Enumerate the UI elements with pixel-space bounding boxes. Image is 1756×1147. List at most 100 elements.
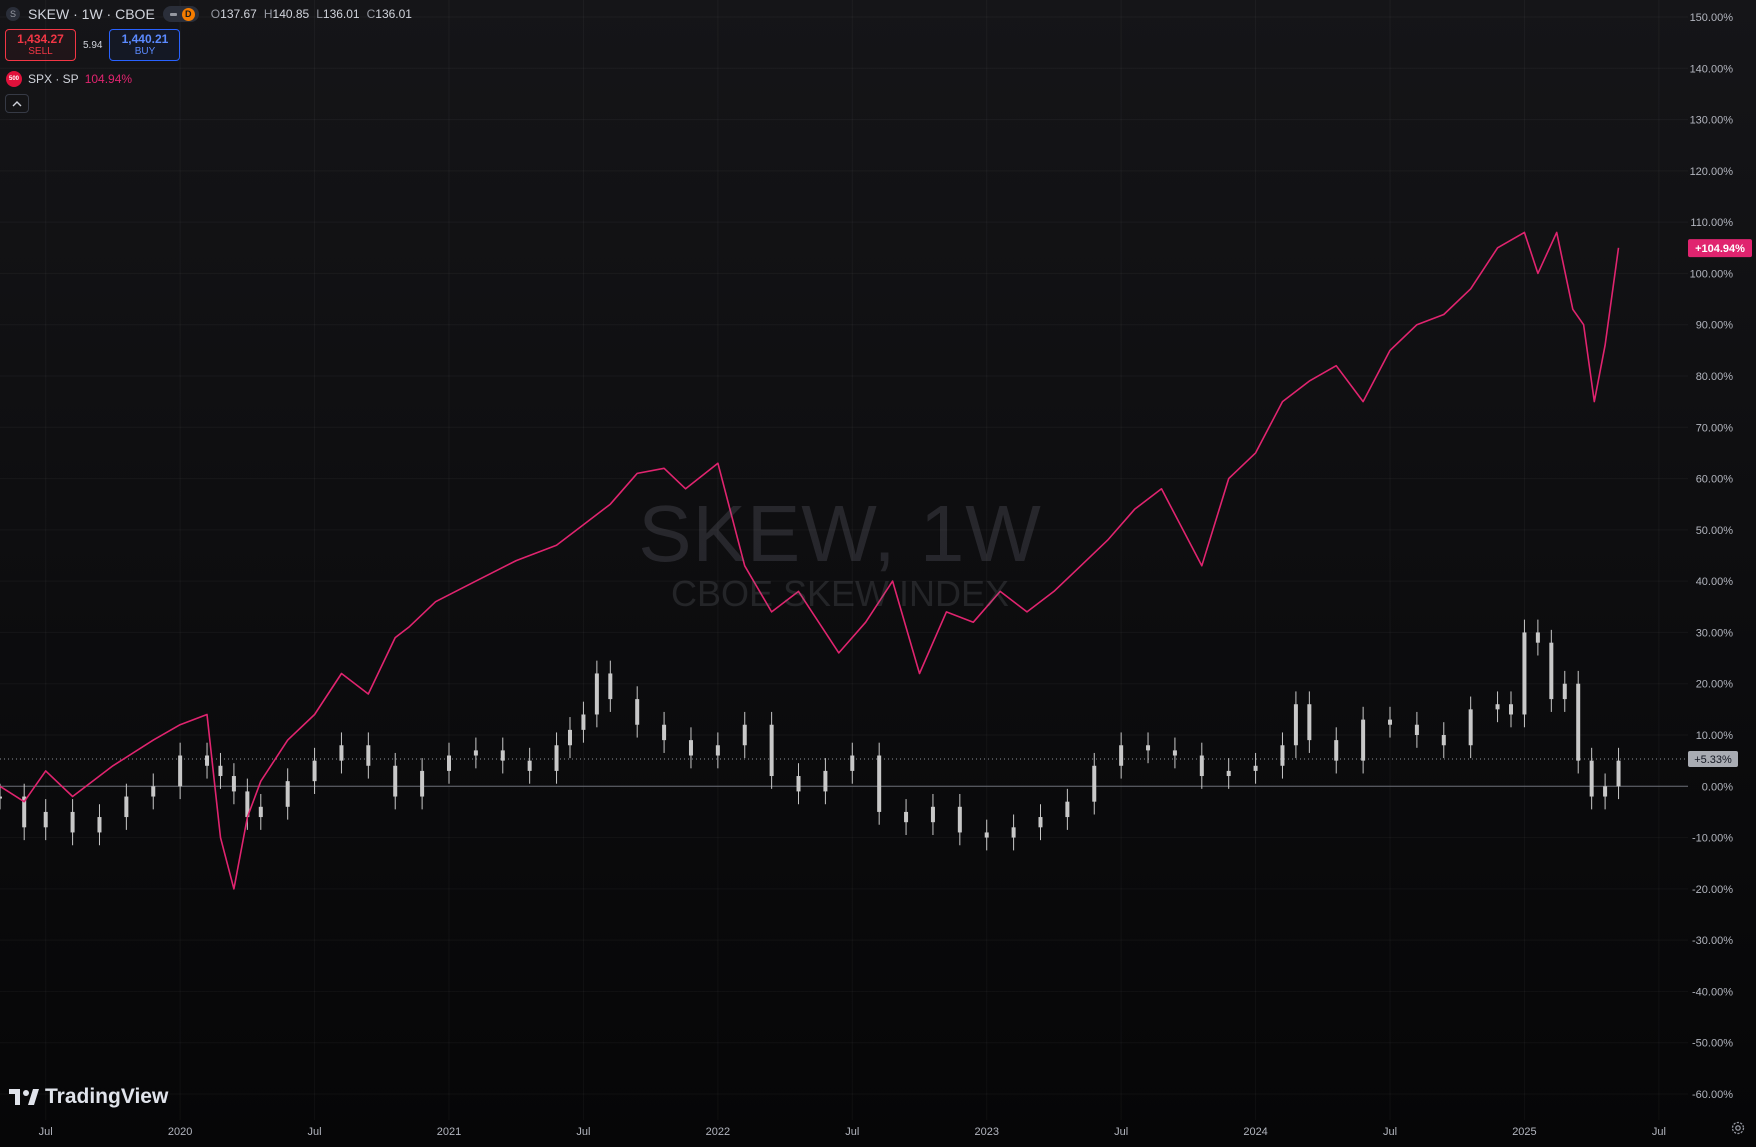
candle-body [1616, 760, 1621, 787]
spread-value: 5.94 [83, 39, 103, 51]
candle-body [420, 770, 425, 797]
candle-body [1253, 765, 1258, 771]
compare-legend[interactable]: 500 SPX · SP 104.94% [6, 71, 132, 87]
candle-body [742, 724, 747, 746]
candle-body [393, 765, 398, 797]
grid-lines [0, 0, 1688, 1120]
ohlc-values: O137.67 H140.85 L136.01 C136.01 [211, 7, 412, 21]
candle-body [1199, 755, 1204, 777]
buy-label: BUY [134, 46, 156, 57]
spx-line [0, 231, 1620, 890]
spx-logo-icon: 500 [6, 71, 22, 87]
y-tick-label: -10.00% [1692, 833, 1733, 845]
collapse-legend-button[interactable] [5, 94, 29, 113]
y-tick-label: 150.00% [1690, 12, 1734, 24]
tradingview-logo[interactable]: TradingView [9, 1085, 168, 1109]
candle-body [984, 832, 989, 838]
x-tick-label: Jul [1652, 1126, 1666, 1138]
tradingview-logo-icon [9, 1089, 39, 1105]
candle-body [688, 740, 693, 756]
candle-body [850, 755, 855, 771]
zero-baseline [0, 758, 1688, 787]
spx-last-badge [1688, 239, 1752, 258]
x-tick-label: 2023 [974, 1126, 998, 1138]
candle-body [796, 776, 801, 792]
candle-body [1576, 683, 1581, 761]
candle-body [205, 755, 210, 766]
candle-body [1468, 709, 1473, 746]
chart-settings-button[interactable] [1730, 1120, 1746, 1141]
candle-body [715, 745, 720, 756]
y-tick-label: 10.00% [1696, 730, 1734, 742]
sell-button[interactable]: 1,434.27 SELL [5, 29, 76, 61]
candle-body [258, 806, 263, 818]
candle-body [662, 724, 667, 741]
candle-body [1011, 827, 1016, 838]
candle-body [1334, 740, 1339, 761]
candle-body [339, 745, 344, 761]
x-tick-label: 2022 [706, 1126, 730, 1138]
daily-badge: D [181, 7, 195, 21]
trading-panel: 1,434.27 SELL 5.94 1,440.21 BUY [5, 29, 181, 61]
y-tick-label: 20.00% [1696, 679, 1734, 691]
candle-body [1293, 704, 1298, 746]
open-value: 137.67 [220, 7, 257, 21]
visibility-toggle[interactable]: D [162, 6, 199, 22]
spx-line-layer [0, 231, 1620, 890]
candle-body [231, 776, 236, 792]
y-tick-label: -40.00% [1692, 986, 1733, 998]
candle-body [473, 750, 478, 756]
candle-body [124, 796, 129, 818]
candle-body [635, 699, 640, 725]
sell-price: 1,434.27 [17, 32, 64, 46]
compare-symbol[interactable]: SPX · SP [28, 72, 79, 86]
candle-body [567, 729, 572, 746]
candle-body [500, 750, 505, 761]
close-value: 136.01 [375, 7, 412, 21]
candle-body [366, 745, 371, 766]
y-tick-label: -50.00% [1692, 1038, 1733, 1050]
buy-button[interactable]: 1,440.21 BUY [109, 29, 181, 61]
buy-price: 1,440.21 [121, 32, 169, 46]
candle-body [957, 806, 962, 833]
x-tick-label: 2020 [168, 1126, 192, 1138]
x-tick-label: 2025 [1512, 1126, 1536, 1138]
open-label: O [210, 7, 221, 21]
y-tick-label: 30.00% [1696, 627, 1734, 639]
y-tick-label: 50.00% [1696, 525, 1734, 537]
y-tick-label: 60.00% [1696, 474, 1734, 486]
candle-body [930, 806, 935, 823]
symbol-legend[interactable]: S SKEW · 1W · CBOE D O137.67 H140.85 L13… [6, 4, 412, 24]
price-axis[interactable]: 150.00% 140.00% 130.00% 120.00% 110.00% 100.0… [1690, 12, 1734, 1101]
x-tick-label: Jul [308, 1126, 322, 1138]
y-tick-label: 70.00% [1696, 422, 1734, 434]
y-tick-label: 0.00% [1702, 781, 1733, 793]
spx-last-label: +104.94% [1695, 243, 1745, 255]
candle-body [1535, 632, 1540, 643]
compare-value: 104.94% [84, 72, 133, 86]
candle-body [1361, 719, 1366, 761]
symbol-title[interactable]: SKEW · 1W · CBOE [28, 6, 155, 22]
candle-body [904, 811, 909, 823]
candle-body [218, 765, 223, 777]
candle-body [1146, 745, 1151, 751]
y-tick-label: -30.00% [1692, 935, 1733, 947]
candle-body [1495, 704, 1500, 710]
last-value-markers: +104.94% +5.33% [1688, 239, 1752, 767]
y-tick-label: 110.00% [1690, 217, 1733, 229]
close-label: C [366, 7, 376, 21]
x-tick-label: 2024 [1243, 1126, 1267, 1138]
time-axis[interactable]: Jul 2020 Jul 2021 Jul 2022 Jul 2023 Jul 2024 Jul 20… [39, 1126, 1666, 1138]
candle-body [1172, 750, 1177, 756]
candle-body [1549, 642, 1554, 700]
candle-body [594, 673, 599, 715]
gear-icon [1731, 1121, 1745, 1135]
candle-body [527, 760, 532, 771]
candle-body [1226, 770, 1231, 777]
x-tick-label: Jul [845, 1126, 859, 1138]
sell-label: SELL [28, 46, 53, 57]
x-tick-label: Jul [1383, 1126, 1397, 1138]
candle-body [608, 673, 613, 700]
candle-body [245, 791, 250, 818]
